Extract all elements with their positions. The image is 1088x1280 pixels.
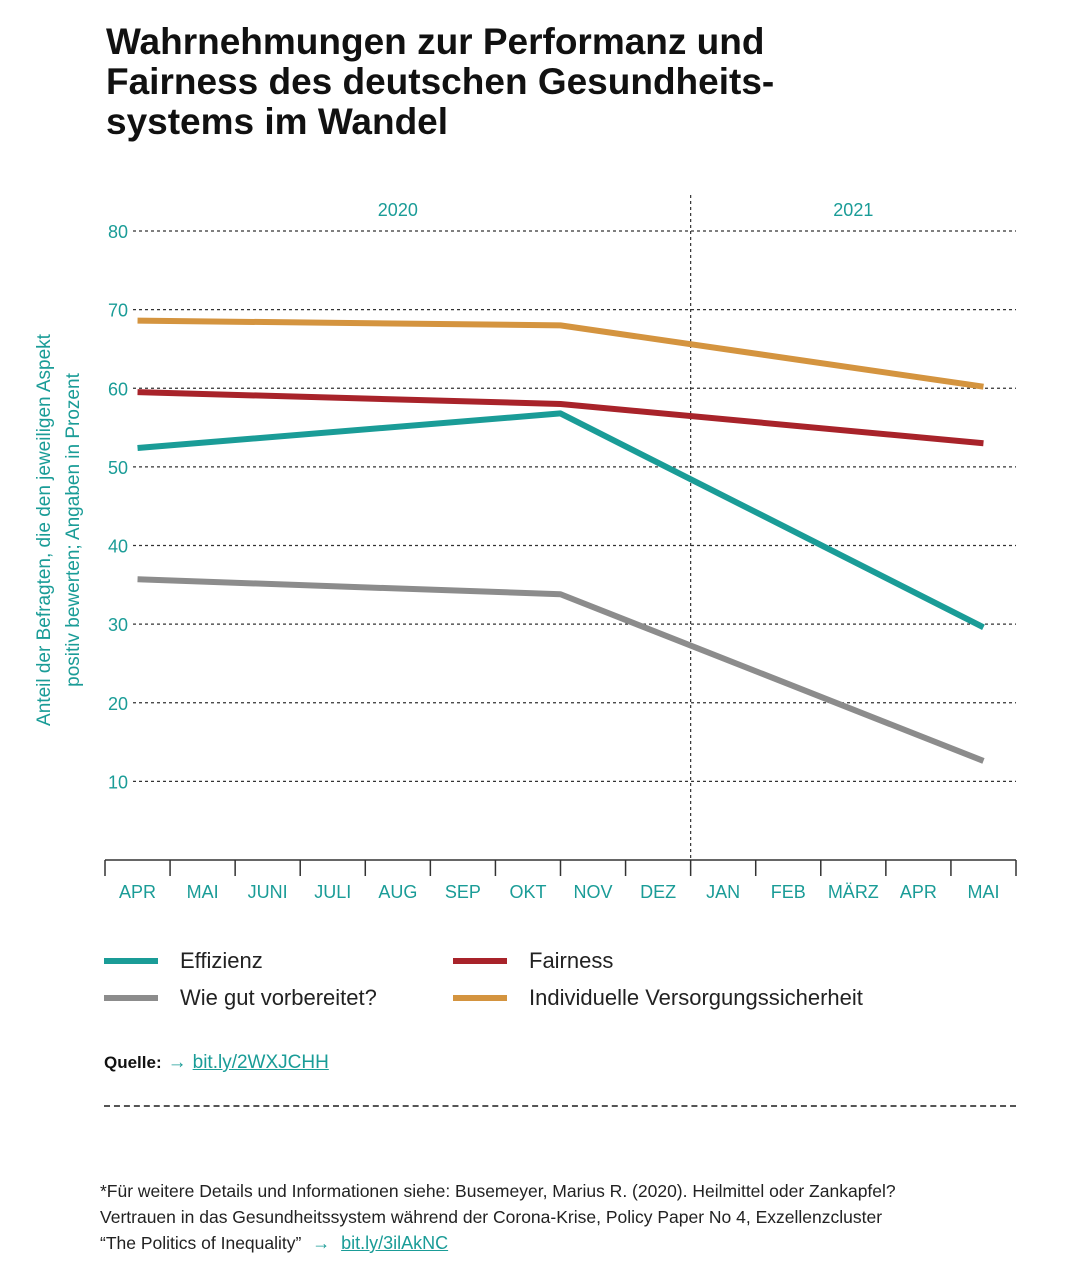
legend-item-vorbereitet: Wie gut vorbereitet? [104, 985, 377, 1011]
arrow-right-icon: → [312, 1233, 331, 1253]
legend-label-effizienz: Effizienz [180, 948, 263, 973]
year-label: 2020 [378, 200, 418, 220]
series-line-fairness [137, 389, 984, 447]
source-line: Quelle: → bit.ly/2WXJCHH [104, 1052, 329, 1074]
x-tick-label: APR [900, 882, 937, 902]
footnote: *Für weitere Details und Informationen s… [100, 1178, 1040, 1256]
x-tick-label: FEB [771, 882, 806, 902]
x-tick-label: AUG [378, 882, 417, 902]
legend-swatch-effizienz [104, 958, 158, 964]
x-tick-label: OKT [509, 882, 546, 902]
y-tick-label: 20 [108, 694, 128, 714]
y-tick-label: 10 [108, 772, 128, 792]
y-tick-label: 80 [108, 222, 128, 242]
divider [104, 1105, 1016, 1107]
y-tick-label: 50 [108, 458, 128, 478]
y-tick-label: 70 [108, 301, 128, 321]
x-tick-label: JUNI [248, 882, 288, 902]
x-tick-label: JAN [706, 882, 740, 902]
source-link[interactable]: bit.ly/2WXJCHH [192, 1052, 329, 1073]
x-tick-label: MÄRZ [828, 882, 879, 902]
source-label: Quelle: [104, 1053, 162, 1072]
series-line-wie-gut-vorbereitet [137, 576, 985, 764]
x-tick-label: DEZ [640, 882, 676, 902]
legend-item-fairness: Fairness [453, 948, 613, 974]
legend-label-vorbereitet: Wie gut vorbereitet? [180, 985, 377, 1010]
footnote-line-2: Vertrauen in das Gesundheitssystem währe… [100, 1207, 883, 1227]
x-tick-label: MAI [187, 882, 219, 902]
legend-swatch-vorbereitet [104, 995, 158, 1001]
y-tick-label: 30 [108, 615, 128, 635]
chart-title: Wahrnehmungen zur Performanz und Fairnes… [106, 21, 775, 142]
legend-label-fairness: Fairness [529, 948, 614, 973]
footnote-line-1: *Für weitere Details und Informationen s… [100, 1181, 896, 1201]
legend-item-versorgungssicherheit: Individuelle Versorgungssicherheit [453, 985, 863, 1011]
legend-item-effizienz: Effizienz [104, 948, 263, 974]
arrow-right-icon: → [167, 1052, 187, 1073]
x-tick-label: NOV [574, 882, 613, 902]
series-line-effizienz [137, 410, 985, 630]
x-tick-label: MAI [967, 882, 999, 902]
footnote-link[interactable]: bit.ly/3ilAkNC [341, 1233, 449, 1253]
legend-swatch-fairness [453, 958, 507, 964]
legend-swatch-versorgungssicherheit [453, 995, 507, 1001]
year-label: 2021 [833, 200, 873, 220]
y-tick-label: 40 [108, 537, 128, 557]
line-chart: 10 20 30 40 50 60 70 80 2020 2021 APR MAI JUNI JULI AU… [34, 195, 1017, 902]
x-tick-label: SEP [445, 882, 481, 902]
y-tick-label: 60 [108, 379, 128, 399]
series-line-individuelle-versorgungssicherheit [137, 317, 984, 390]
x-tick-label: APR [119, 882, 156, 902]
footnote-citation: “The Politics of Inequality” [100, 1233, 302, 1253]
y-axis-label-line-1: Anteil der Befragten, die den jeweiligen… [34, 333, 55, 726]
footnote-line-3: “The Politics of Inequality” → bit.ly/3i… [100, 1230, 1040, 1256]
y-axis-label-line-2: positiv bewerten; Angaben in Prozent [63, 372, 84, 686]
x-tick-label: JULI [314, 882, 351, 902]
legend-label-versorgungssicherheit: Individuelle Versorgungssicherheit [529, 985, 863, 1010]
